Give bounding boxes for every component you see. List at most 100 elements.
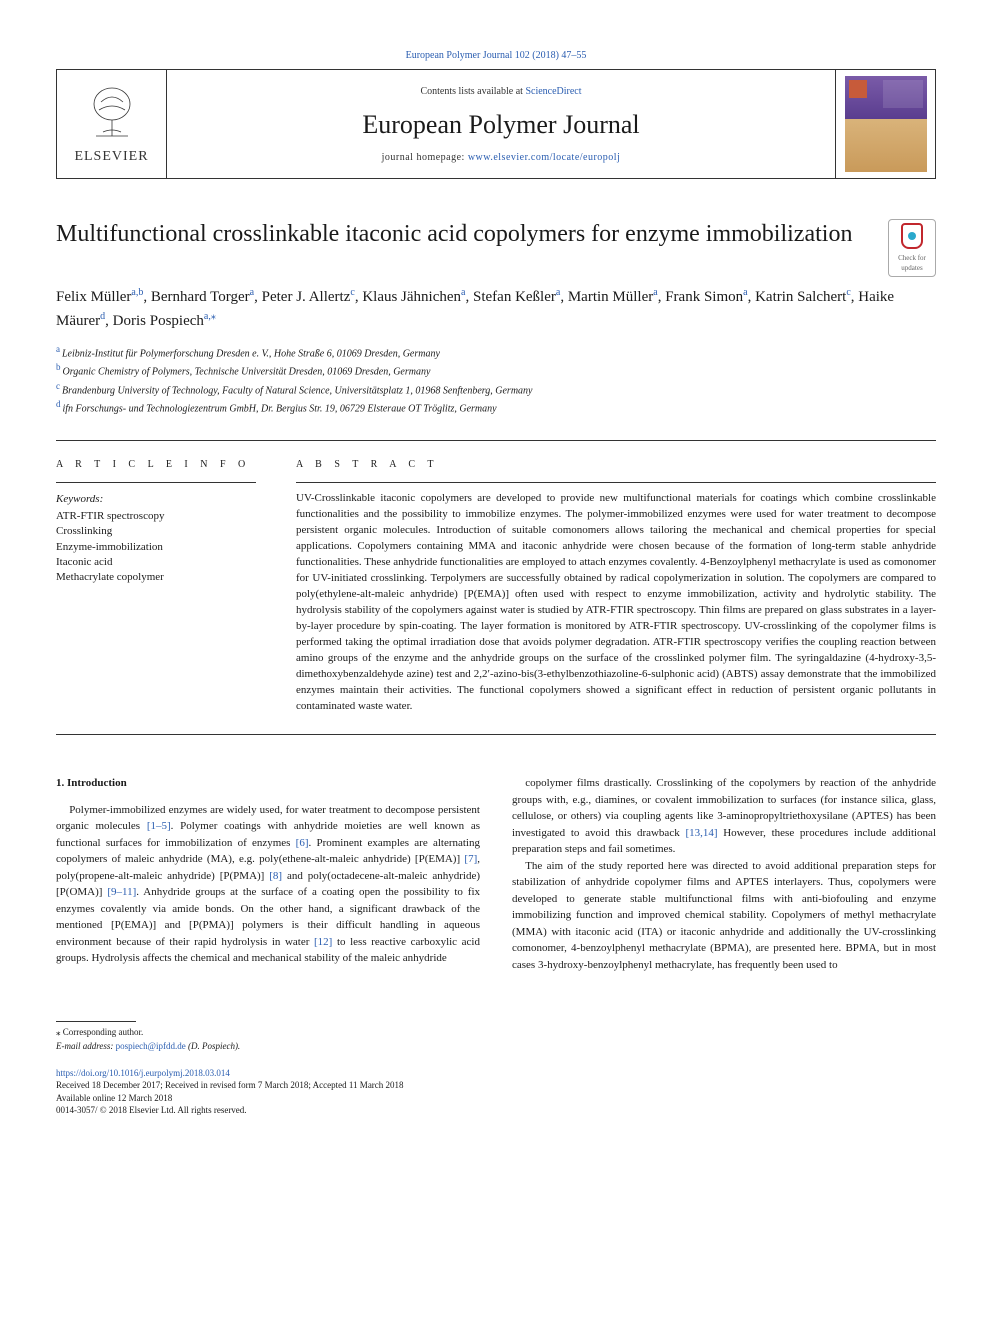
author-name: Bernhard Torger	[151, 289, 250, 305]
author-affil-link[interactable]: c	[846, 287, 850, 298]
author: Peter J. Allertzc	[262, 289, 355, 305]
body-two-column: 1. Introduction Polymer-immobilized enzy…	[56, 775, 936, 973]
author-name: Doris Pospiech	[113, 313, 204, 329]
author: Martin Müllera	[568, 289, 658, 305]
info-abstract-row: A R T I C L E I N F O Keywords: ATR-FTIR…	[56, 440, 936, 735]
author-affil-sup: d	[100, 311, 105, 322]
author-affil-sup: a	[743, 287, 747, 298]
affiliation-line: cBrandenburg University of Technology, F…	[56, 380, 936, 398]
check-updates-badge[interactable]: Check for updates	[888, 219, 936, 277]
author: Bernhard Torgera	[151, 289, 254, 305]
publisher-logo-block: ELSEVIER	[57, 70, 167, 178]
author-name: Klaus Jähnichen	[362, 289, 461, 305]
author-name: Felix Müller	[56, 289, 131, 305]
journal-cover-box	[835, 70, 935, 178]
corresponding-email-link[interactable]: pospiech@ipfdd.de	[116, 1041, 186, 1051]
journal-name: European Polymer Journal	[362, 105, 639, 144]
author: Frank Simona	[665, 289, 747, 305]
citation-link[interactable]: [9–11]	[107, 886, 136, 898]
author-name: Peter J. Allertz	[262, 289, 351, 305]
author-affil-link[interactable]: a	[743, 287, 747, 298]
author-affil-link[interactable]: a,	[204, 311, 211, 322]
body-right-column: copolymer films drastically. Crosslinkin…	[512, 775, 936, 973]
footer-divider	[56, 1021, 136, 1022]
author-name: Martin Müller	[568, 289, 653, 305]
contents-available-line: Contents lists available at ScienceDirec…	[420, 84, 581, 99]
body-left-column: 1. Introduction Polymer-immobilized enzy…	[56, 775, 480, 973]
author-affil-link[interactable]: c	[350, 287, 354, 298]
footer-block: ⁎ Corresponding author. E-mail address: …	[56, 1021, 936, 1117]
corresponding-author-line: ⁎ Corresponding author.	[56, 1026, 936, 1039]
author-affil-link[interactable]: a	[461, 287, 465, 298]
copyright-line: 0014-3057/ © 2018 Elsevier Ltd. All righ…	[56, 1104, 936, 1117]
title-row: Multifunctional crosslinkable itaconic a…	[56, 219, 936, 277]
updates-badge-line2: updates	[901, 263, 922, 274]
author-affil-sup: a	[461, 287, 465, 298]
abstract-heading: A B S T R A C T	[296, 457, 936, 472]
doi-line: https://doi.org/10.1016/j.eurpolymj.2018…	[56, 1067, 936, 1080]
author-list: Felix Müllera,b, Bernhard Torgera, Peter…	[56, 285, 936, 333]
homepage-prefix: journal homepage:	[382, 152, 468, 163]
citation-link[interactable]: [1–5]	[147, 820, 171, 832]
keyword: ATR-FTIR spectroscopy	[56, 509, 256, 524]
doi-link[interactable]: https://doi.org/10.1016/j.eurpolymj.2018…	[56, 1068, 230, 1078]
body-paragraph: Polymer-immobilized enzymes are widely u…	[56, 802, 480, 967]
available-online-line: Available online 12 March 2018	[56, 1092, 936, 1105]
keywords-list: ATR-FTIR spectroscopyCrosslinkingEnzyme-…	[56, 509, 256, 586]
keyword: Crosslinking	[56, 524, 256, 539]
citation-link[interactable]: [7]	[464, 853, 477, 865]
author: Doris Pospiecha,⁎	[113, 313, 216, 329]
author-affil-link[interactable]: a	[250, 287, 254, 298]
author-affil-sup: a	[250, 287, 254, 298]
author: Klaus Jähnichena	[362, 289, 465, 305]
section-1-heading: 1. Introduction	[56, 775, 480, 792]
affiliation-text: ifn Forschungs- und Technologiezentrum G…	[63, 403, 497, 414]
abstract-text: UV-Crosslinkable itaconic copolymers are…	[296, 491, 936, 714]
corresponding-star-link[interactable]: ⁎	[211, 311, 216, 322]
citation-link[interactable]: [12]	[314, 936, 332, 948]
info-divider	[56, 482, 256, 483]
email-suffix: (D. Pospiech).	[186, 1041, 240, 1051]
author-affil-sup: a,b	[131, 287, 143, 298]
keyword: Methacrylate copolymer	[56, 570, 256, 585]
publisher-name: ELSEVIER	[74, 146, 148, 167]
author-affil-link[interactable]: d	[100, 311, 105, 322]
article-info-heading: A R T I C L E I N F O	[56, 457, 256, 472]
contents-prefix: Contents lists available at	[420, 86, 525, 97]
article-info-column: A R T I C L E I N F O Keywords: ATR-FTIR…	[56, 457, 256, 714]
author-affil-sup: c	[350, 287, 354, 298]
author-name: Stefan Keßler	[473, 289, 556, 305]
citation-link[interactable]: [6]	[296, 837, 309, 849]
affiliation-key: b	[56, 362, 61, 372]
received-line: Received 18 December 2017; Received in r…	[56, 1079, 936, 1092]
author-affil-link[interactable]: a	[653, 287, 657, 298]
affiliation-line: difn Forschungs- und Technologiezentrum …	[56, 398, 936, 416]
author-affil-link[interactable]: a	[556, 287, 560, 298]
citation-link[interactable]: [13,14]	[685, 827, 717, 839]
journal-cover-thumbnail	[845, 76, 927, 172]
issue-reference-line: European Polymer Journal 102 (2018) 47–5…	[56, 48, 936, 63]
updates-badge-line1: Check for	[898, 253, 926, 264]
abstract-column: A B S T R A C T UV-Crosslinkable itaconi…	[296, 457, 936, 714]
author-affil-sup: c	[846, 287, 850, 298]
affiliation-key: c	[56, 381, 60, 391]
journal-homepage-link[interactable]: www.elsevier.com/locate/europolj	[468, 152, 621, 163]
author-affil-link[interactable]: a,b	[131, 287, 143, 298]
affiliation-text: Organic Chemistry of Polymers, Technisch…	[63, 367, 431, 378]
issue-reference-link[interactable]: European Polymer Journal 102 (2018) 47–5…	[406, 50, 587, 61]
paper-title: Multifunctional crosslinkable itaconic a…	[56, 219, 888, 250]
author: Stefan Keßlera	[473, 289, 560, 305]
author-affil-sup: a	[653, 287, 657, 298]
crossmark-icon	[901, 223, 923, 249]
sciencedirect-link[interactable]: ScienceDirect	[525, 86, 581, 97]
affiliation-line: aLeibniz-Institut für Polymerforschung D…	[56, 343, 936, 361]
keywords-label: Keywords:	[56, 491, 256, 508]
affiliation-key: d	[56, 399, 61, 409]
author: Katrin Salchertc	[755, 289, 851, 305]
author: Felix Müllera,b	[56, 289, 143, 305]
author-name: Frank Simon	[665, 289, 743, 305]
journal-homepage-line: journal homepage: www.elsevier.com/locat…	[382, 150, 621, 165]
affiliation-line: bOrganic Chemistry of Polymers, Technisc…	[56, 361, 936, 379]
citation-link[interactable]: [8]	[269, 870, 282, 882]
abstract-divider	[296, 482, 936, 483]
